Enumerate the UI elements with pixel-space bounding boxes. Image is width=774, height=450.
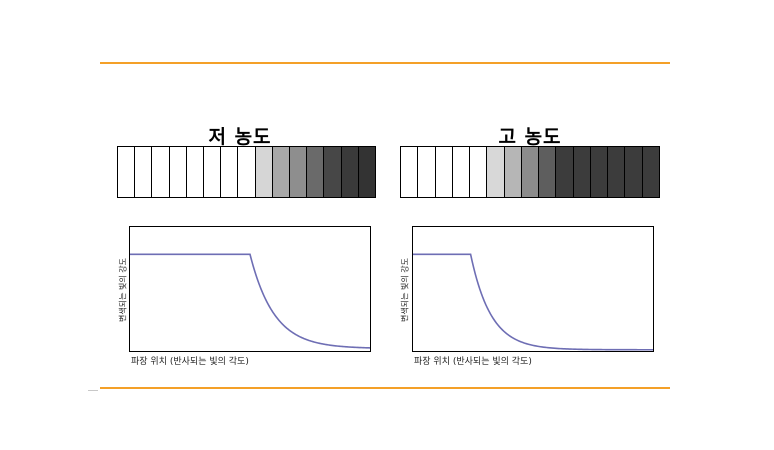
bottom-divider	[100, 387, 670, 389]
gray-cell-13	[323, 147, 341, 197]
gray-cell-2	[417, 147, 435, 197]
gray-cell-6	[486, 147, 504, 197]
gray-cell-12	[589, 147, 608, 197]
gray-cell-9	[254, 147, 272, 197]
gray-cell-1	[401, 147, 418, 197]
gray-cell-11	[289, 147, 307, 197]
gray-cell-14	[340, 147, 358, 197]
gray-cell-7	[220, 147, 238, 197]
bottom-divider-tick	[88, 390, 98, 391]
gray-cell-5	[185, 147, 204, 197]
gray-cell-3	[151, 147, 169, 197]
low-concentration-y-axis-label: 변색되는 빛의 강도	[118, 258, 128, 322]
gray-cell-12	[306, 147, 324, 197]
gray-cell-9	[538, 147, 556, 197]
gray-cell-7	[503, 147, 521, 197]
high-concentration-y-axis-label: 변색되는 빛의 강도	[400, 258, 410, 322]
gray-cell-8	[520, 147, 539, 197]
gray-cell-14	[624, 147, 642, 197]
gray-cell-15	[357, 147, 376, 197]
low-concentration-intensity-plot	[129, 226, 371, 352]
gray-cell-2	[134, 147, 152, 197]
gray-cell-10	[555, 147, 573, 197]
low-concentration-title: 저 농도	[208, 126, 272, 148]
gray-cell-1	[118, 147, 135, 197]
gray-cell-13	[607, 147, 625, 197]
high-concentration-intensity-plot	[412, 226, 654, 352]
low-concentration-x-axis-label: 파장 위치 (반사되는 빛의 각도)	[131, 357, 249, 367]
gray-cell-15	[641, 147, 659, 197]
gray-cell-8	[237, 147, 255, 197]
gray-cell-3	[434, 147, 452, 197]
high-concentration-gray-strip	[400, 146, 660, 198]
gray-cell-5	[469, 147, 487, 197]
gray-cell-4	[168, 147, 186, 197]
high-concentration-title: 고 농도	[498, 126, 562, 148]
gray-cell-11	[572, 147, 590, 197]
high-concentration-x-axis-label: 파장 위치 (반사되는 빛의 각도)	[414, 357, 532, 367]
low-concentration-intensity-curve	[130, 253, 370, 349]
high-concentration-intensity-curve	[413, 253, 653, 351]
gray-cell-10	[271, 147, 290, 197]
gray-cell-6	[203, 147, 221, 197]
low-concentration-gray-strip	[117, 146, 376, 198]
top-divider	[100, 62, 670, 64]
gray-cell-4	[451, 147, 470, 197]
